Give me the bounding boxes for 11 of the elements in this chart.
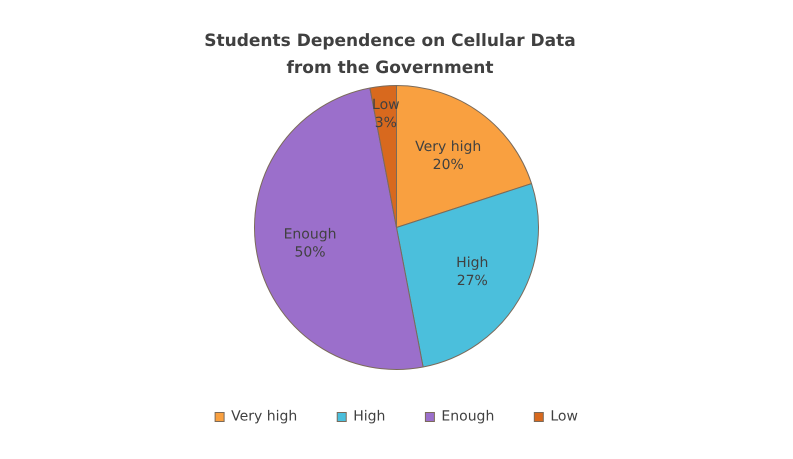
slice-label: Enough <box>284 226 336 243</box>
legend-label: Low <box>550 408 578 425</box>
legend-label: High <box>353 408 386 425</box>
data-label: 20% <box>432 156 464 173</box>
slice-label: High <box>456 254 488 271</box>
legend-label: Enough <box>441 408 494 425</box>
data-label: 27% <box>456 272 488 289</box>
legend-label: Very high <box>231 408 298 425</box>
data-label: 50% <box>294 244 326 261</box>
chart-title: Students Dependence on Cellular Data from the Government <box>203 30 577 80</box>
slice-label: Very high <box>415 138 482 155</box>
